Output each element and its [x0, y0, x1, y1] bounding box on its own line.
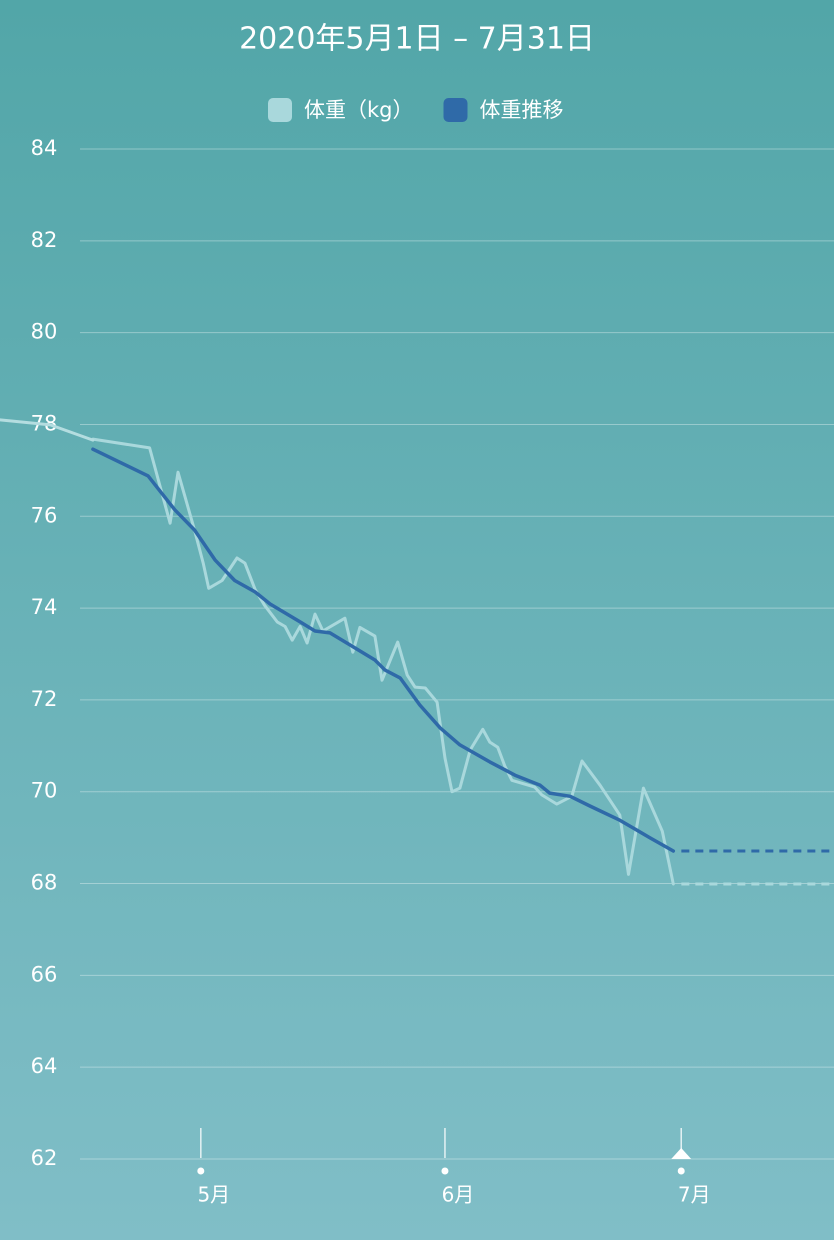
y-tick-label: 62 — [31, 1146, 58, 1170]
y-tick-label: 84 — [31, 136, 58, 160]
series-line — [0, 418, 95, 442]
y-tick-label: 72 — [31, 687, 58, 711]
y-tick-label: 80 — [31, 320, 58, 344]
x-tick-label: 6月 — [442, 1183, 475, 1207]
legend: 体重（kg） 体重推移 — [268, 98, 564, 122]
chart-title: 2020年5月1日 – 7月31日 — [239, 22, 595, 57]
y-tick-label: 76 — [31, 503, 58, 527]
legend-swatch — [268, 98, 292, 122]
x-tick-label: 7月 — [678, 1183, 711, 1207]
x-tick-dot — [197, 1167, 205, 1175]
series-line — [91, 447, 676, 853]
y-tick-label: 64 — [31, 1054, 58, 1078]
legend-swatch — [443, 98, 468, 122]
x-tick-label: 5月 — [197, 1183, 230, 1207]
legend-label: 体重推移 — [480, 98, 564, 122]
y-tick-label: 66 — [31, 962, 58, 986]
y-tick-label: 82 — [31, 228, 58, 252]
y-tick-label: 68 — [31, 871, 58, 895]
series-line — [91, 437, 675, 886]
y-tick-label: 74 — [31, 595, 58, 619]
x-tick-dot — [441, 1167, 449, 1175]
x-tick-dot — [677, 1167, 685, 1175]
selected-marker — [671, 1148, 692, 1159]
legend-label: 体重（kg） — [304, 98, 414, 122]
y-tick-label: 70 — [31, 779, 58, 803]
